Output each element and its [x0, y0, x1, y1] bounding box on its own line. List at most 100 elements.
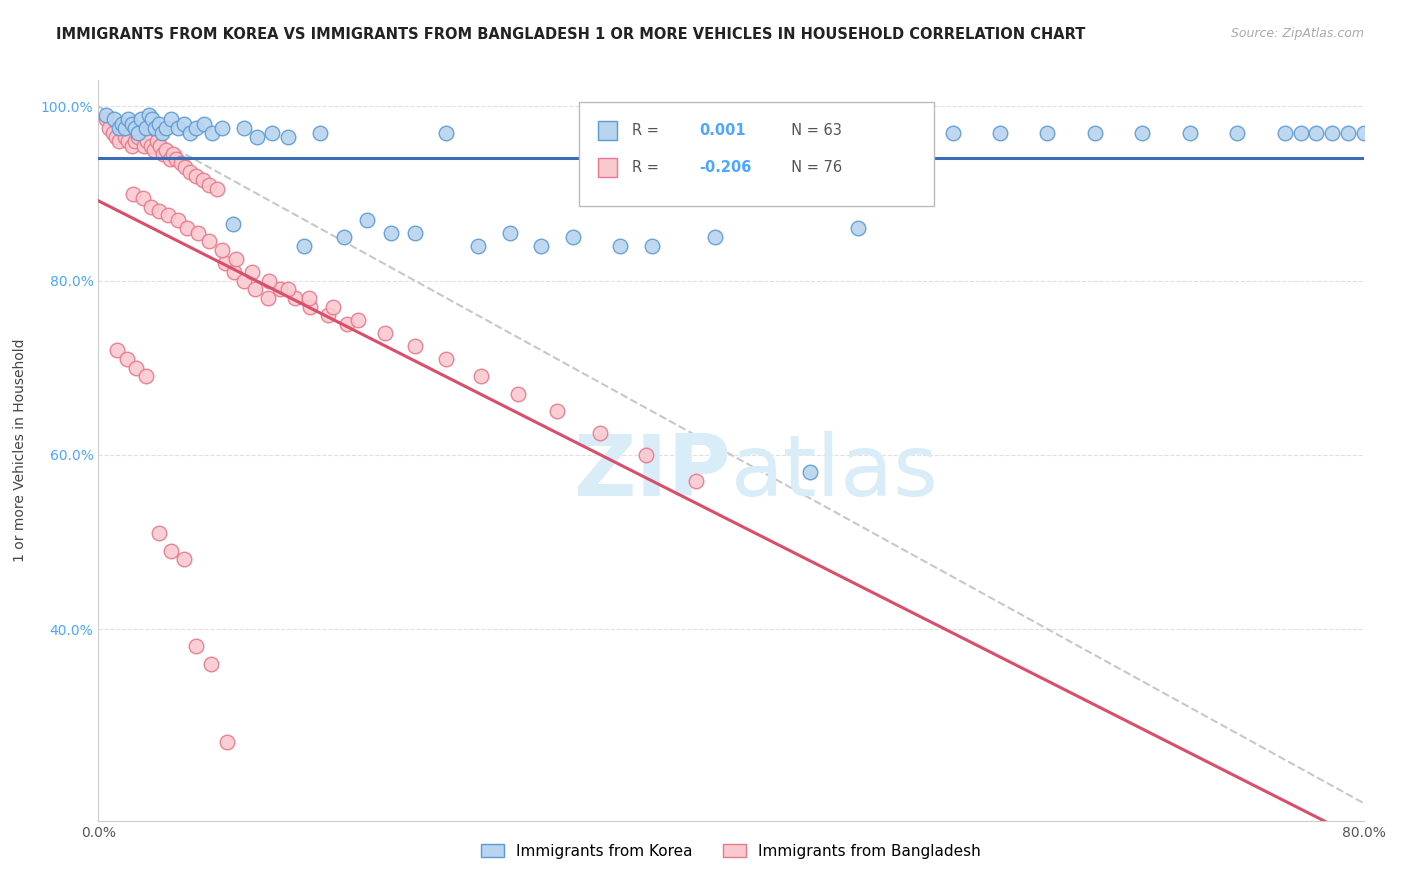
Text: N = 76: N = 76: [782, 161, 842, 175]
Point: [111, 121, 134, 136]
Point: [96, 112, 118, 127]
Point: [988, 126, 1011, 140]
Point: [1084, 126, 1107, 140]
Point: [148, 117, 170, 131]
Point: [98, 121, 121, 136]
FancyBboxPatch shape: [579, 103, 934, 206]
Point: [298, 291, 321, 305]
Text: Source: ZipAtlas.com: Source: ZipAtlas.com: [1230, 27, 1364, 40]
Point: [155, 121, 177, 136]
Point: [107, 343, 129, 358]
Point: [101, 126, 124, 140]
Point: [122, 186, 145, 201]
Point: [436, 351, 458, 366]
Point: [321, 300, 344, 314]
Point: [374, 326, 396, 340]
Point: [129, 126, 152, 140]
Text: -0.206: -0.206: [699, 161, 752, 175]
Point: [132, 191, 155, 205]
Legend: Immigrants from Korea, Immigrants from Bangladesh: Immigrants from Korea, Immigrants from B…: [475, 838, 987, 865]
Point: [173, 552, 195, 566]
Point: [284, 291, 307, 305]
Point: [117, 112, 139, 127]
Point: [641, 239, 664, 253]
Point: [224, 265, 246, 279]
Point: [1036, 126, 1059, 140]
Point: [277, 282, 299, 296]
Point: [799, 465, 821, 479]
Point: [561, 230, 585, 244]
Text: ZIP: ZIP: [574, 431, 731, 514]
FancyBboxPatch shape: [599, 159, 617, 177]
Point: [256, 291, 278, 305]
Point: [704, 230, 727, 244]
Point: [346, 313, 368, 327]
Point: [186, 169, 208, 183]
Point: [134, 138, 156, 153]
Point: [121, 117, 143, 131]
Point: [332, 230, 354, 244]
Point: [148, 203, 170, 218]
Point: [104, 129, 127, 144]
Point: [243, 282, 266, 296]
Point: [1130, 126, 1153, 140]
Point: [259, 274, 281, 288]
Point: [148, 526, 170, 541]
Point: [240, 265, 263, 279]
Point: [157, 208, 180, 222]
Point: [139, 200, 162, 214]
Text: R =: R =: [633, 123, 668, 138]
Point: [176, 221, 198, 235]
Point: [103, 112, 125, 127]
Point: [309, 126, 332, 140]
Point: [142, 143, 165, 157]
Point: [198, 235, 221, 249]
Point: [751, 126, 773, 140]
Point: [179, 165, 201, 179]
Point: [1289, 126, 1312, 140]
Point: [277, 129, 299, 144]
Point: [124, 121, 146, 136]
Point: [1337, 126, 1360, 140]
Point: [1353, 126, 1375, 140]
Point: [191, 173, 214, 187]
Point: [205, 182, 228, 196]
Point: [1274, 126, 1296, 140]
Point: [149, 138, 172, 153]
Point: [768, 126, 790, 140]
Point: [225, 252, 247, 266]
Point: [198, 178, 221, 192]
Point: [404, 226, 426, 240]
Point: [942, 126, 965, 140]
Point: [292, 239, 315, 253]
Point: [316, 309, 339, 323]
Point: [160, 543, 183, 558]
Point: [127, 129, 149, 144]
Point: [200, 657, 222, 671]
Point: [404, 339, 426, 353]
Point: [262, 126, 284, 140]
Point: [186, 121, 208, 136]
Point: [467, 239, 489, 253]
Point: [894, 126, 917, 140]
Point: [193, 117, 215, 131]
Point: [135, 121, 157, 136]
Point: [609, 239, 631, 253]
Point: [589, 425, 612, 440]
Point: [1226, 126, 1249, 140]
Point: [145, 121, 166, 136]
Y-axis label: 1 or more Vehicles in Household: 1 or more Vehicles in Household: [13, 339, 27, 562]
Point: [166, 212, 188, 227]
Point: [169, 156, 191, 170]
Point: [162, 147, 184, 161]
Point: [269, 282, 291, 296]
FancyBboxPatch shape: [599, 121, 617, 140]
Point: [222, 217, 245, 231]
Point: [174, 161, 197, 175]
Text: IMMIGRANTS FROM KOREA VS IMMIGRANTS FROM BANGLADESH 1 OR MORE VEHICLES IN HOUSEH: IMMIGRANTS FROM KOREA VS IMMIGRANTS FROM…: [56, 27, 1085, 42]
Point: [299, 300, 322, 314]
Point: [173, 117, 195, 131]
Point: [129, 112, 152, 127]
Point: [246, 129, 269, 144]
Point: [233, 274, 256, 288]
